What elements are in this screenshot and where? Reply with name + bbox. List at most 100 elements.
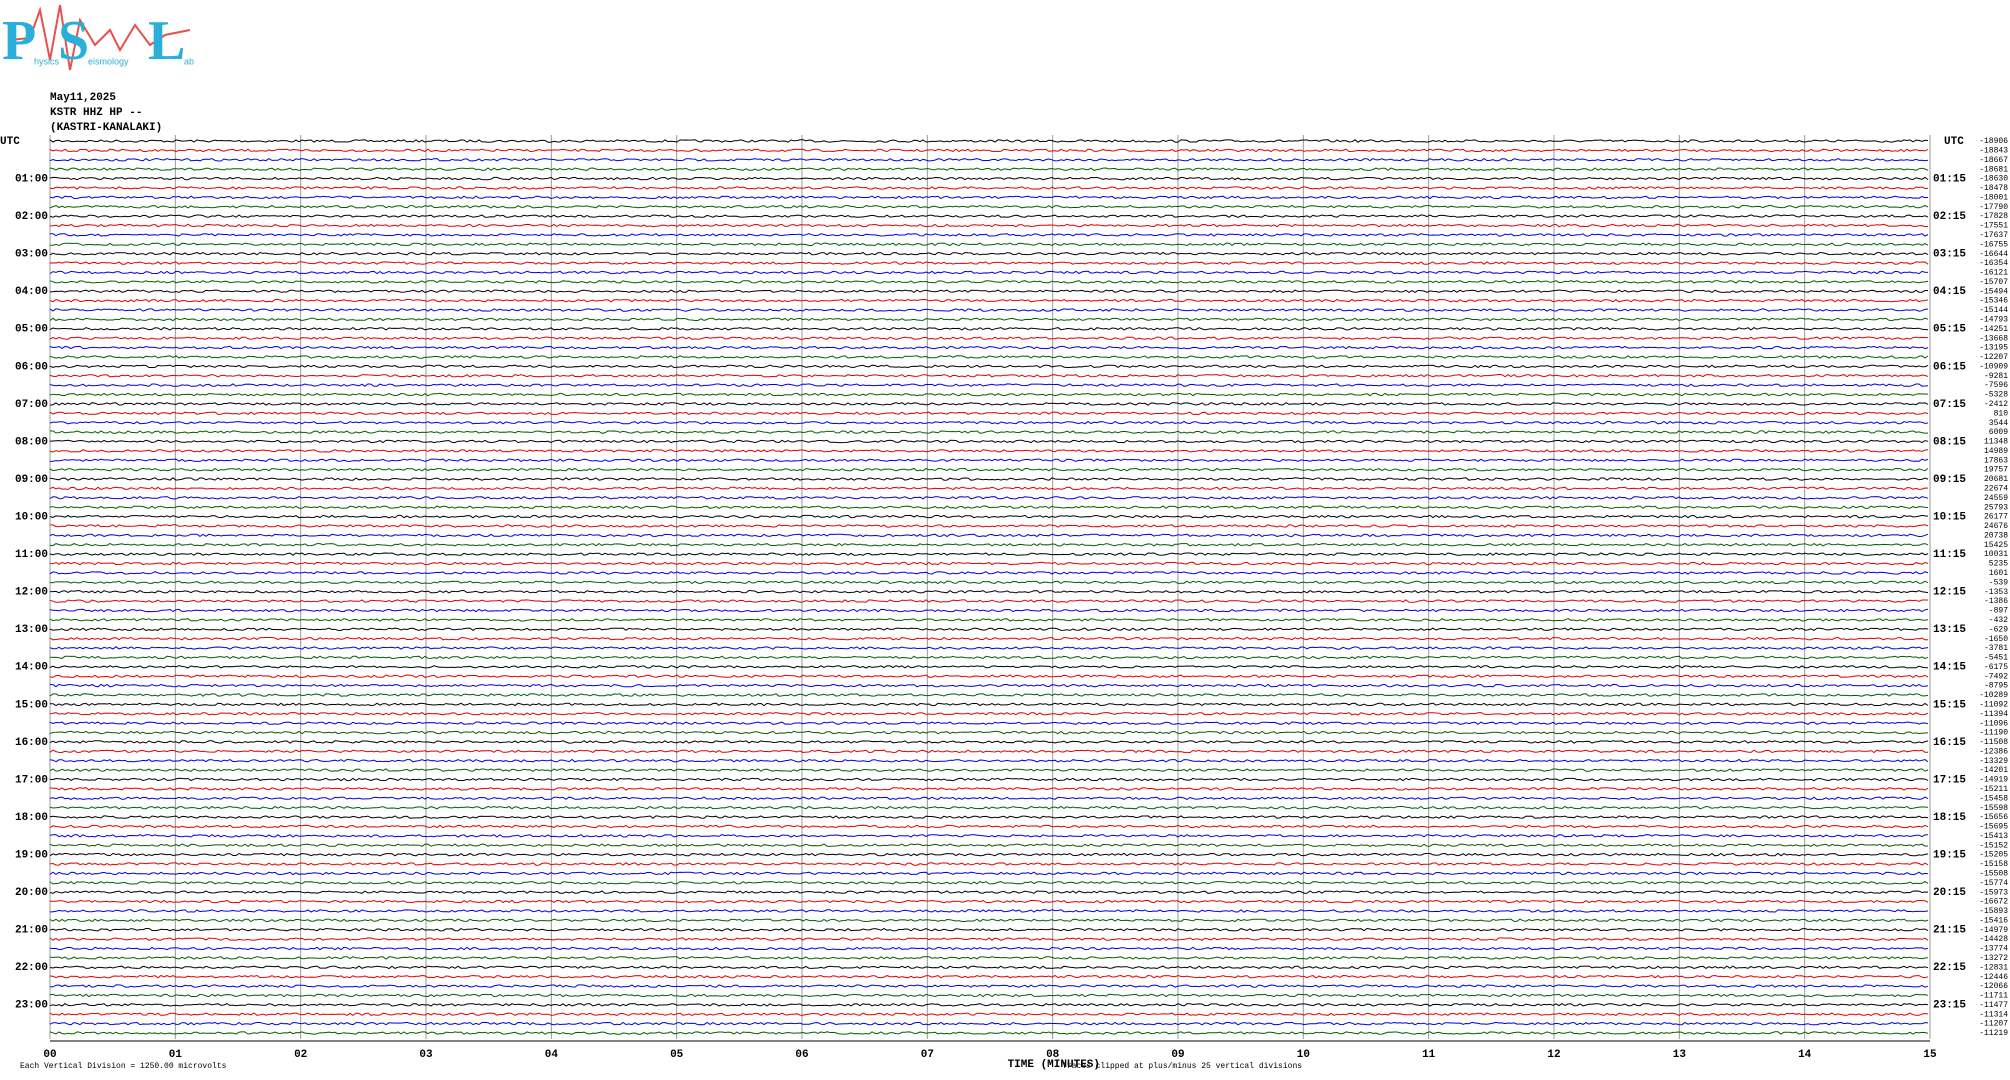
trace [49, 383, 1929, 387]
x-tick-label: 09 [1171, 1049, 1184, 1061]
right-hour-label: 07:15 [1933, 399, 1966, 411]
offset-label: -13272 [1979, 954, 2008, 963]
trace [49, 843, 1929, 848]
trace [49, 580, 1929, 585]
offset-label: -2412 [1984, 400, 2008, 409]
trace [49, 336, 1929, 340]
offset-label: -11711 [1979, 992, 2008, 1001]
offset-label: -15695 [1979, 823, 2008, 832]
right-hour-label: 16:15 [1933, 737, 1966, 749]
offset-label: -10289 [1979, 691, 2008, 700]
right-hour-label: 11:15 [1933, 549, 1966, 561]
offset-label: -18681 [1979, 165, 2008, 174]
trace [49, 467, 1929, 472]
left-axis-title: UTC [0, 136, 20, 148]
offset-label: -18843 [1979, 146, 2008, 155]
right-hour-label: 18:15 [1933, 812, 1966, 824]
left-hour-label: 17:00 [15, 774, 48, 786]
x-tick-label: 10 [1297, 1049, 1310, 1061]
offset-label: -15211 [1979, 785, 2008, 794]
offset-label: -16672 [1979, 898, 2008, 907]
left-hour-label: 09:00 [15, 474, 48, 486]
offset-label: -17790 [1979, 203, 2008, 212]
x-tick-label: 03 [419, 1049, 433, 1061]
offset-label: -15973 [1979, 888, 2008, 897]
offset-label: -14979 [1979, 926, 2008, 935]
offset-label: 26177 [1984, 513, 2008, 522]
trace [49, 1012, 1929, 1017]
trace [49, 805, 1929, 810]
offset-label: -5451 [1984, 654, 2008, 663]
offset-label: -11477 [1979, 1001, 2008, 1010]
trace [49, 862, 1929, 866]
trace [49, 439, 1929, 444]
right-hour-label: 01:15 [1933, 173, 1966, 185]
offset-label: -18478 [1979, 184, 2008, 193]
trace [49, 280, 1929, 284]
station: KSTR HHZ HP -- [50, 107, 142, 119]
left-hour-label: 14:00 [15, 662, 48, 674]
left-hour-label: 13:00 [15, 624, 48, 636]
trace [49, 514, 1929, 519]
trace [49, 833, 1929, 838]
offset-label: -16354 [1979, 259, 2008, 268]
offset-label: -7492 [1984, 672, 2008, 681]
right-hour-label: 21:15 [1933, 925, 1966, 937]
trace [49, 824, 1929, 829]
left-hour-label: 06:00 [15, 361, 48, 373]
offset-label: -11219 [1979, 1029, 2008, 1038]
trace [49, 223, 1929, 228]
trace [49, 496, 1929, 500]
offset-label: 19757 [1984, 466, 2008, 475]
offset-label: -12446 [1979, 973, 2008, 982]
trace [49, 533, 1929, 538]
offset-label: -1650 [1984, 635, 2008, 644]
trace [49, 430, 1929, 434]
trace [49, 402, 1929, 406]
left-hour-label: 01:00 [15, 173, 48, 185]
offset-label: -11190 [1979, 729, 2008, 738]
offset-label: -10909 [1979, 362, 2008, 371]
trace [49, 486, 1929, 491]
scale-note: Each Vertical Division = 1250.00 microvo… [20, 1062, 227, 1071]
x-tick-label: 05 [670, 1049, 684, 1061]
offset-label: -17637 [1979, 231, 2008, 240]
trace [49, 918, 1929, 923]
right-hour-label: 13:15 [1933, 624, 1966, 636]
offset-label: -18906 [1979, 137, 2008, 146]
offset-label: -15598 [1979, 804, 2008, 813]
trace [49, 477, 1929, 481]
offset-label: -1353 [1984, 588, 2008, 597]
trace [49, 721, 1929, 725]
right-axis-title: UTC [1944, 136, 1964, 148]
offset-label: -15346 [1979, 297, 2008, 306]
offset-label: 810 [1994, 409, 2009, 418]
right-hour-label: 12:15 [1933, 587, 1966, 599]
left-hour-label: 03:00 [15, 249, 48, 261]
trace [50, 524, 1929, 528]
logo-letter: S [58, 10, 89, 72]
x-tick-label: 06 [795, 1049, 808, 1061]
offset-label: 14989 [1984, 447, 2008, 456]
offset-label: -17551 [1979, 222, 2008, 231]
x-axis-title: TIME (MINUTES) [1008, 1059, 1100, 1071]
x-tick-label: 04 [545, 1049, 559, 1061]
trace [49, 946, 1929, 951]
right-hour-label: 14:15 [1933, 662, 1966, 674]
offset-label: -539 [1989, 578, 2008, 587]
offset-label: -12207 [1979, 353, 2008, 362]
trace [49, 1021, 1929, 1026]
offset-label: -18001 [1979, 193, 2008, 202]
trace [49, 505, 1929, 510]
offset-label: -11508 [1979, 738, 2008, 747]
offset-label: -11314 [1979, 1010, 2008, 1019]
offset-label: -15893 [1979, 907, 2008, 916]
logo-letter: L [148, 10, 185, 72]
trace [49, 655, 1929, 660]
trace [49, 317, 1929, 322]
right-hour-label: 23:15 [1933, 1000, 1966, 1012]
trace [49, 345, 1929, 350]
trace [49, 712, 1929, 716]
x-tick-label: 00 [43, 1049, 56, 1061]
